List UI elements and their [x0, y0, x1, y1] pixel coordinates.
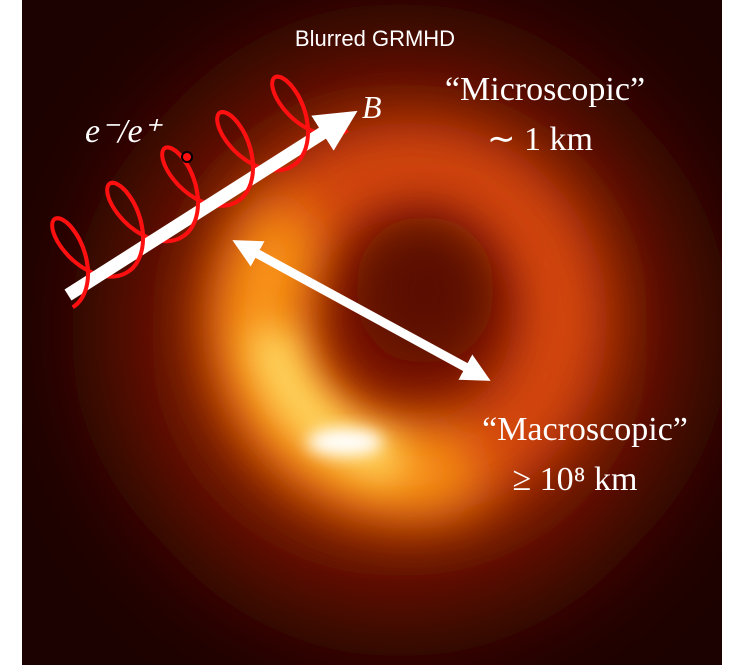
- macro-scale: ≥ 10⁸ km: [513, 461, 638, 498]
- title: Blurred GRMHD: [295, 26, 455, 51]
- micro-scale: ∼ 1 km: [487, 121, 593, 158]
- page: Blurred GRMHD e⁻/e⁺ B “Microscopic” ∼ 1 …: [0, 0, 736, 670]
- hot-spot: [307, 428, 383, 456]
- macro-name: “Macroscopic”: [482, 411, 688, 448]
- field-label: B: [362, 89, 382, 125]
- micro-name: “Microscopic”: [445, 71, 645, 108]
- particle-label: e⁻/e⁺: [85, 113, 164, 150]
- particle: [182, 152, 192, 162]
- figure: Blurred GRMHD e⁻/e⁺ B “Microscopic” ∼ 1 …: [0, 0, 736, 670]
